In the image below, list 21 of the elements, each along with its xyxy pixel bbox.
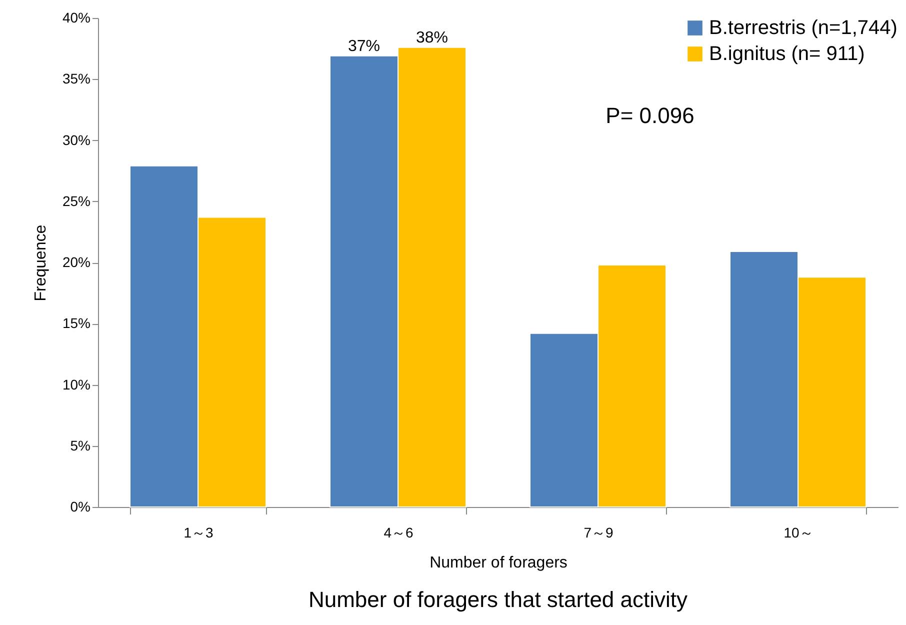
- x-tick-label: 1～3: [184, 524, 214, 540]
- x-axis-title: Number of foragers: [430, 554, 568, 572]
- y-tick-label: 15%: [62, 315, 90, 332]
- data-label: 38%: [416, 29, 448, 46]
- y-tick-label: 0%: [70, 498, 90, 514]
- y-tick-label: 40%: [62, 10, 90, 26]
- y-tick-label: 10%: [62, 376, 90, 392]
- y-tick-label: 5%: [70, 437, 90, 454]
- y-tick-label: 30%: [62, 132, 90, 148]
- x-tick-label: 4～6: [384, 524, 414, 540]
- y-axis-title: Frequence: [32, 224, 50, 302]
- y-tick-label: 25%: [62, 192, 90, 209]
- x-tick-label: 10～: [784, 524, 814, 540]
- legend-label: B.terrestris (n=1,744): [709, 17, 898, 39]
- annotation: P= 0.096: [606, 102, 694, 128]
- legend-label: B.ignitus (n= 911): [709, 43, 865, 65]
- x-tick-label: 7～9: [584, 524, 614, 540]
- y-tick-label: 20%: [62, 254, 90, 270]
- y-tick-label: 35%: [62, 70, 90, 87]
- data-label: 37%: [348, 38, 380, 55]
- text: Number of foragers that started activity: [308, 587, 688, 612]
